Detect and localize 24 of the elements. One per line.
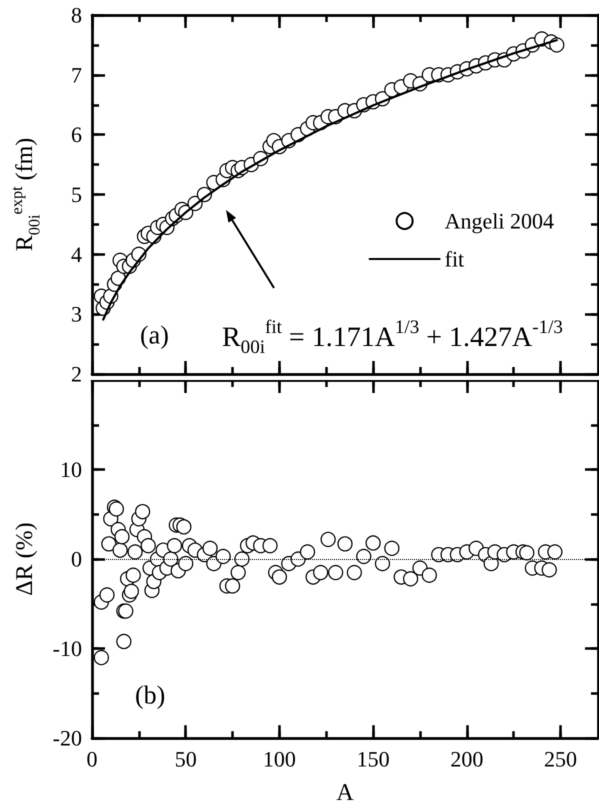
y-tick-label: 2	[71, 362, 82, 386]
y-tick-label: 5	[71, 182, 82, 207]
y-tick-label: 6	[71, 122, 82, 148]
y-tick-label: 0	[71, 546, 82, 572]
y-tick-label: 4	[71, 242, 82, 267]
x-axis-title: A	[336, 780, 354, 806]
y-axis-title: R00iexpt (fm)	[6, 138, 44, 252]
x-tick-label: 200	[450, 746, 484, 772]
y-tick-label: 7	[71, 62, 82, 88]
y-axis-title: ΔR (%)	[12, 522, 38, 596]
x-tick-label: 250	[544, 746, 578, 772]
x-tick-label: 100	[262, 746, 296, 772]
x-tick-label: 0	[86, 746, 98, 772]
x-tick-label: 150	[356, 746, 390, 772]
legend-label: fit	[444, 246, 464, 272]
y-tick-label: 3	[71, 302, 82, 327]
y-tick-label: 10	[60, 457, 82, 482]
annotation: (b)	[135, 680, 166, 710]
x-tick-label: 50	[174, 746, 197, 772]
y-tick-label: -10	[52, 636, 82, 662]
y-tick-label: 8	[71, 2, 82, 28]
y-tick-label: -20	[52, 726, 82, 751]
annotation: (a)	[140, 320, 169, 350]
legend-label: Angeli 2004	[444, 208, 554, 234]
